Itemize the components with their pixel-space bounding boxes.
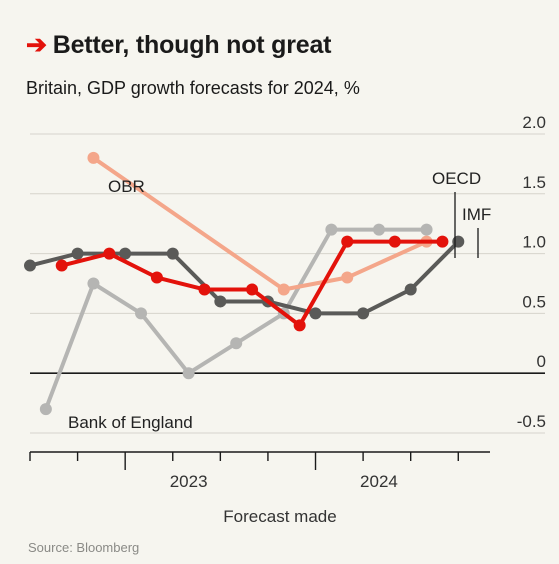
title-text: Better, though not great — [52, 31, 332, 59]
data-point — [388, 235, 401, 248]
y-tick-label: 0 — [537, 352, 546, 371]
data-point — [452, 235, 465, 248]
data-point — [404, 283, 417, 296]
chart-title: ➔ Better, though not great — [26, 30, 331, 60]
data-point — [420, 223, 433, 236]
data-point — [230, 337, 243, 350]
arrow-right-icon: ➔ — [26, 31, 47, 59]
data-point — [214, 295, 227, 308]
y-tick-label: 0.5 — [522, 292, 546, 311]
y-tick-label: 2.0 — [522, 113, 546, 132]
x-tick-label: 2023 — [170, 472, 208, 491]
data-point — [357, 307, 370, 320]
data-point — [277, 283, 290, 296]
series-label: Bank of England — [68, 413, 193, 432]
data-point — [24, 259, 36, 272]
data-point — [325, 223, 338, 236]
data-point — [293, 319, 306, 332]
data-point — [372, 223, 385, 236]
data-point — [39, 403, 52, 416]
chart-subtitle: Britain, GDP growth forecasts for 2024, … — [26, 78, 360, 98]
data-point — [135, 307, 148, 320]
data-point — [182, 367, 195, 380]
data-point — [436, 235, 449, 248]
data-point — [103, 247, 116, 260]
data-point — [246, 283, 259, 296]
series-label: OECD — [432, 169, 481, 188]
y-tick-label: 1.5 — [522, 173, 546, 192]
y-tick-label: 1.0 — [522, 233, 546, 252]
series-line-imf — [29, 240, 460, 316]
data-point — [166, 247, 179, 260]
data-point — [150, 271, 163, 284]
source-note: Source: Bloomberg — [28, 540, 140, 555]
data-point — [71, 247, 84, 260]
series-label: IMF — [462, 205, 491, 224]
series-label: OBR — [108, 177, 145, 196]
data-point — [119, 247, 132, 260]
data-point — [87, 151, 100, 164]
y-tick-label: -0.5 — [517, 412, 546, 431]
data-point — [341, 271, 354, 284]
line-chart: -0.5 0 0.5 1.0 1.5 2.0 2023 2024 Forecast made OB… — [24, 113, 546, 526]
x-axis-label: Forecast made — [223, 507, 336, 526]
data-point — [87, 277, 100, 290]
data-point — [198, 283, 211, 296]
x-tick-label: 2024 — [360, 472, 398, 491]
data-point — [341, 235, 354, 248]
series-line-obr — [92, 156, 428, 292]
data-point — [309, 307, 322, 320]
data-point — [55, 259, 68, 272]
